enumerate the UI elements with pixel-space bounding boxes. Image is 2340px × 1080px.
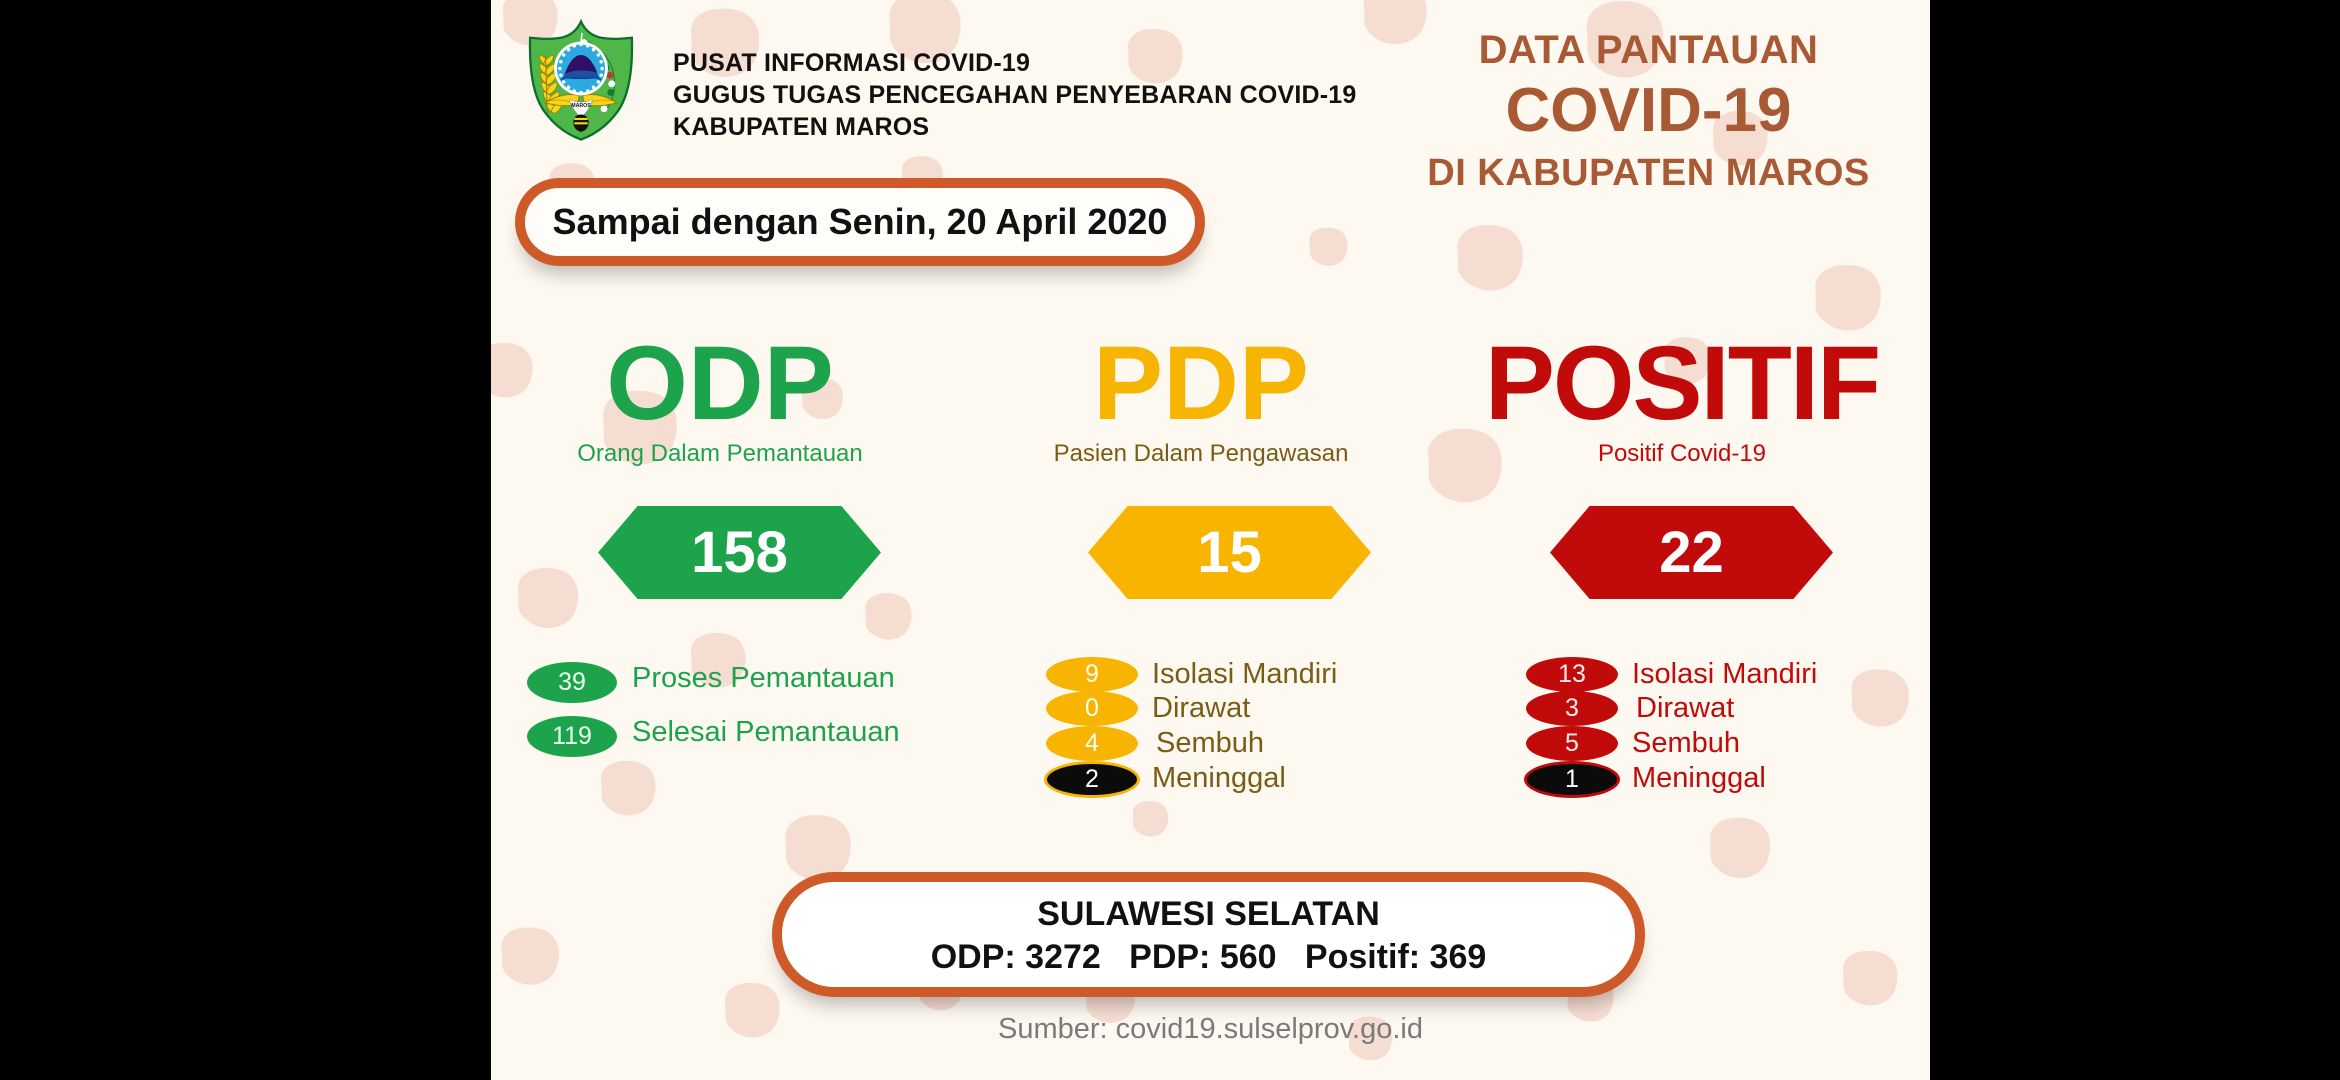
svg-text:MAROS: MAROS (571, 103, 591, 109)
